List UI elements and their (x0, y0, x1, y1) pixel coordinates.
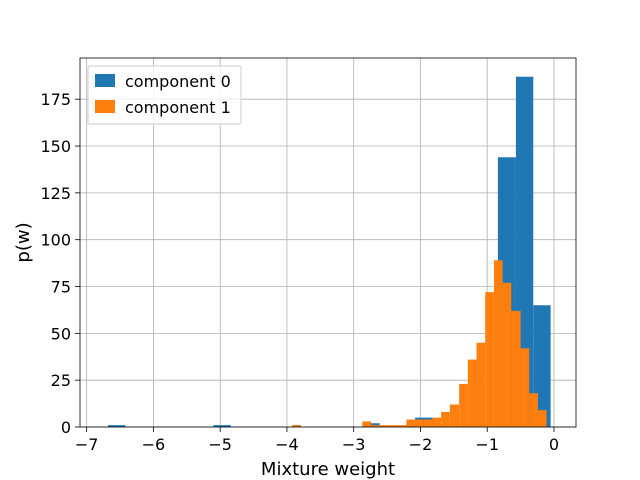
x-tick-label: −7 (75, 435, 99, 454)
x-tick-label: −3 (342, 435, 366, 454)
histogram-bar-component-1 (520, 348, 530, 427)
histogram-bar-component-1 (467, 359, 477, 427)
histogram-bar-component-0 (108, 425, 126, 427)
y-tick-label: 125 (40, 184, 71, 203)
y-tick-label: 75 (51, 278, 71, 297)
histogram-bar-component-1 (493, 260, 503, 427)
legend-label-component-1: component 1 (125, 98, 231, 117)
histogram-bar-component-1 (423, 419, 433, 427)
y-axis-label: p(w) (13, 222, 34, 262)
histogram-bar-component-1 (449, 404, 460, 427)
histogram-bar-component-1 (502, 282, 512, 427)
histogram-bar-component-1 (511, 310, 521, 427)
histogram-bar-component-1 (292, 425, 301, 427)
histogram-bar-component-1 (406, 419, 416, 427)
histogram-bar-component-1 (371, 425, 380, 427)
histogram-bar-component-1 (397, 425, 407, 427)
histogram-bar-component-1 (485, 292, 494, 427)
y-tick-label: 100 (40, 231, 71, 250)
legend-box (87, 65, 242, 125)
bars (108, 76, 551, 428)
x-tick-label: 0 (549, 435, 559, 454)
histogram-bar-component-1 (432, 417, 442, 427)
histogram-bar-component-1 (362, 421, 372, 427)
x-tick-label: −2 (409, 435, 433, 454)
histogram-bar-component-1 (415, 419, 424, 427)
legend-swatch-component-0 (95, 74, 115, 87)
x-tick-label: −1 (475, 435, 499, 454)
legend: component 0 component 1 (87, 65, 242, 125)
x-tick-label: −6 (142, 435, 166, 454)
x-tick-label: −5 (208, 435, 232, 454)
histogram-bar-component-1 (529, 393, 538, 427)
histogram-bar-component-0 (213, 425, 231, 427)
x-tick-label: −4 (275, 435, 299, 454)
axis-ticks: −7 −6 −5 −4 −3 −2 −1 0 0 25 50 75 100 125 150 175 (40, 90, 559, 454)
y-tick-label: 50 (51, 324, 71, 343)
y-tick-label: 0 (61, 418, 71, 437)
histogram-bar-component-1 (441, 412, 450, 427)
legend-label-component-0: component 0 (125, 72, 231, 91)
y-tick-label: 150 (40, 137, 71, 156)
histogram-bar-component-1 (379, 425, 389, 427)
y-tick-label: 25 (51, 371, 71, 390)
histogram-bar-component-1 (476, 342, 486, 427)
histogram-bar-component-1 (388, 425, 398, 427)
legend-swatch-component-1 (95, 100, 115, 113)
plot-frame (79, 57, 577, 428)
histogram-bar-component-1 (537, 410, 547, 427)
x-axis-label: Mixture weight (261, 459, 395, 480)
histogram-bar-component-1 (459, 383, 468, 427)
y-tick-label: 175 (40, 90, 71, 109)
